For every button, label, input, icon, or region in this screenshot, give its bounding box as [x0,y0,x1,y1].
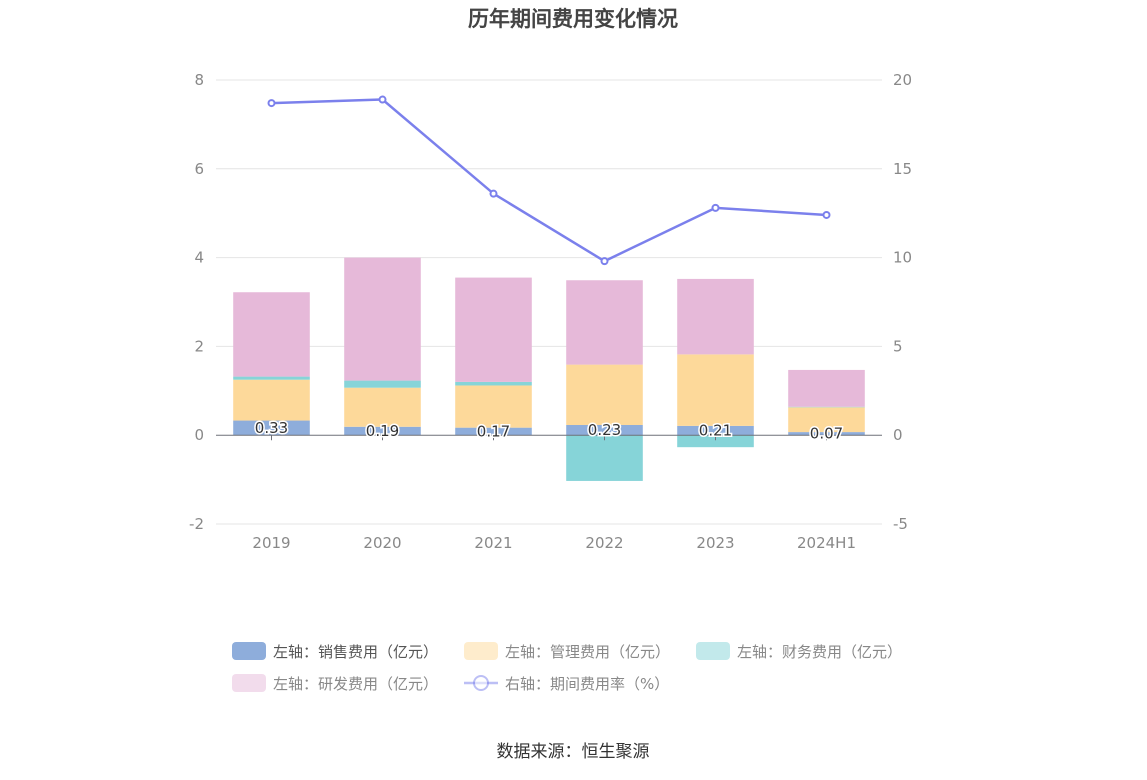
bar-value-label: 0.07 [810,425,843,443]
bar-value-label: 0.21 [699,422,732,440]
legend-label: 左轴：研发费用（亿元） [273,675,438,693]
bar-value-label: 0.17 [477,422,510,440]
bar-segment [233,379,310,421]
legend-swatch [464,642,498,660]
grid-lines [216,79,882,525]
left-tick-label: -2 [189,515,204,533]
bar-segment [677,425,754,436]
bar-segment [566,280,643,365]
category-label: 2020 [363,534,401,552]
category-label: 2023 [696,534,734,552]
bar-segment [344,257,421,381]
bar-segment [344,380,421,388]
bar-segment [788,406,865,408]
bar-series [233,257,865,481]
rate-line-point [600,257,609,266]
bar-segment [344,426,421,436]
bar-segment [788,407,865,433]
rate-line-path [271,98,827,263]
legend-label: 左轴：财务费用（亿元） [737,643,902,661]
right-tick-label: 5 [893,337,903,355]
bar-segment [233,420,310,436]
left-tick-label: 0 [194,426,204,444]
category-label: 2019 [252,534,290,552]
legend-label: 左轴：销售费用（亿元） [273,643,438,661]
left-tick-label: 6 [194,160,204,178]
rate-line-point [711,203,720,212]
bar-value-label: 0.19 [366,422,399,440]
bar-segment [677,435,754,448]
legend-line-marker [473,675,489,691]
category-label: 2022 [585,534,623,552]
bar-segment [788,432,865,436]
bar-segment [455,385,532,428]
rate-line-point [378,95,387,104]
left-tick-label: 8 [194,71,204,89]
bar-segment [233,376,310,380]
expense-rate-line [267,95,831,266]
legend-label: 右轴：期间费用率（%） [505,675,669,693]
rate-line-point [267,99,276,108]
legend: 左轴：销售费用（亿元） 左轴：管理费用（亿元） 左轴：财务费用（亿元） 左轴：研发费用… [232,642,902,693]
right-tick-label: 10 [893,249,912,267]
bar-segment [566,424,643,436]
legend-swatch [696,642,730,660]
source-text: 数据来源：恒生聚源 [497,742,650,762]
bar-segment [455,277,532,382]
right-tick-label: 20 [893,71,912,89]
bar-segment [566,364,643,425]
left-tick-label: 4 [194,249,204,267]
bar-value-label: 0.33 [255,419,288,437]
bar-segment [677,354,754,426]
legend-swatch [232,642,266,660]
bar-segment [788,369,865,407]
bar-segment [233,292,310,377]
category-label: 2021 [474,534,512,552]
bar-value-label: 0.23 [588,421,621,439]
category-label: 2024H1 [797,534,856,552]
rate-line-point [489,189,498,198]
rate-line-point [822,210,831,219]
bar-segment [677,278,754,355]
legend-swatch [232,674,266,692]
bar-segment [344,387,421,427]
bar-segment [566,435,643,481]
right-tick-label: 15 [893,160,912,178]
legend-label: 左轴：管理费用（亿元） [505,643,670,661]
right-axis-ticks: -5 0 5 10 15 20 [893,71,912,533]
right-tick-label: -5 [893,515,908,533]
category-labels: 2019 2020 2021 2022 2023 2024H1 [252,534,856,552]
bar-value-labels: 0.33 0.19 0.17 0.23 0.21 0.07 [253,417,844,444]
left-axis-ticks: -2 0 2 4 6 8 [189,71,204,533]
right-tick-label: 0 [893,426,903,444]
bar-segment [455,427,532,436]
x-axis [216,434,882,525]
bar-segment [455,381,532,386]
left-tick-label: 2 [194,337,204,355]
chart-title: 历年期间费用变化情况 [468,7,678,31]
